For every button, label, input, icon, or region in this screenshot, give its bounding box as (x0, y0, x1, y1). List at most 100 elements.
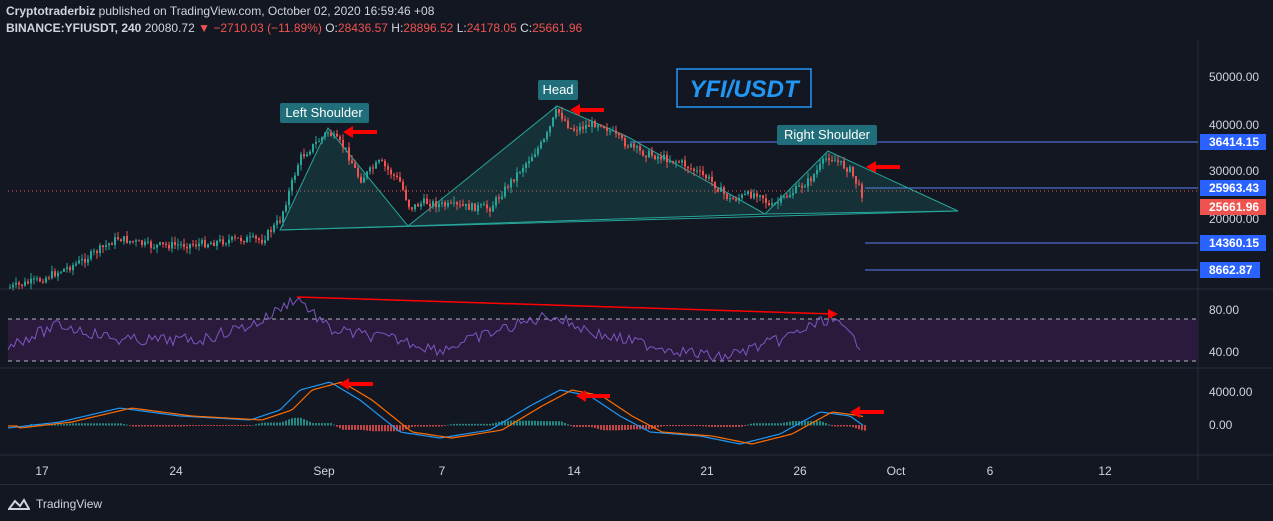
candle-body (105, 245, 107, 248)
svg-text:6: 6 (987, 464, 994, 478)
macd-histogram-bar (462, 423, 464, 426)
candle-body (87, 258, 89, 263)
tradingview-logo-icon[interactable] (8, 497, 30, 511)
candle-body (405, 189, 407, 200)
macd-histogram-bar (297, 417, 299, 426)
macd-histogram-bar (420, 425, 422, 427)
macd-histogram-bar (411, 425, 413, 427)
candle-body (435, 201, 437, 208)
macd-histogram-bar (609, 425, 611, 431)
macd-histogram-bar (825, 423, 827, 426)
macd-histogram-bar (786, 422, 788, 426)
macd-histogram-bar (465, 423, 467, 426)
candle-body (39, 278, 41, 282)
macd-histogram-bar (213, 425, 215, 426)
candle-body (207, 244, 209, 248)
chart-area[interactable]: Left Shoulder Head Right Shoulder YFI/US… (0, 40, 1273, 484)
footer-brand[interactable]: TradingView (36, 497, 103, 511)
candle-body (831, 160, 833, 162)
candle-body (339, 136, 341, 141)
macd-histogram-bar (318, 423, 320, 426)
candle-body (603, 126, 605, 128)
candle-body (579, 126, 581, 131)
symbol-label[interactable]: BINANCE:YFIUSDT, 240 (6, 21, 142, 35)
macd-histogram-bar (615, 425, 617, 431)
candle-body (330, 132, 332, 137)
macd-histogram-bar (81, 423, 83, 426)
head-label[interactable]: Head (538, 80, 578, 100)
candle-body (132, 240, 134, 242)
macd-histogram-bar (216, 425, 218, 426)
candle-body (789, 195, 791, 198)
macd-histogram-bar (489, 423, 491, 426)
candle-body (780, 196, 782, 203)
macd-histogram-bar (633, 425, 635, 430)
macd-histogram-bar (60, 424, 62, 426)
macd-histogram-bar (417, 425, 419, 427)
candle-body (51, 271, 53, 279)
chart-svg[interactable]: Left Shoulder Head Right Shoulder YFI/US… (0, 40, 1273, 484)
svg-text:36414.15: 36414.15 (1209, 135, 1259, 149)
candle-body (456, 202, 458, 205)
candle-body (165, 243, 167, 245)
candle-body (651, 150, 653, 156)
right-shoulder-label[interactable]: Right Shoulder (777, 125, 877, 145)
candle-body (684, 160, 686, 167)
candle-body (819, 163, 821, 171)
publisher-name[interactable]: Cryptotraderbiz (6, 4, 96, 18)
macd-histogram-bar (126, 424, 128, 426)
candle-body (480, 204, 482, 206)
svg-text:Left Shoulder: Left Shoulder (285, 105, 363, 120)
footer[interactable]: TradingView (8, 494, 102, 514)
candle-body (555, 109, 557, 118)
macd-histogram-bar (114, 423, 116, 426)
candle-body (354, 163, 356, 168)
macd-histogram-bar (57, 424, 59, 426)
macd-histogram-bar (189, 425, 191, 427)
macd-histogram-bar (408, 425, 410, 429)
macd-histogram-bar (375, 425, 377, 432)
publish-info: Cryptotraderbiz published on TradingView… (6, 4, 434, 18)
candle-body (303, 154, 305, 157)
candle-body (150, 241, 152, 248)
macd-histogram-bar (531, 420, 533, 426)
macd-histogram-bar (801, 421, 803, 426)
macd-histogram-bar (723, 425, 725, 427)
price-axis[interactable]: 50000.00 40000.00 30000.00 20000.00 (1209, 70, 1259, 226)
candle-body (174, 242, 176, 245)
macd-histogram-bar (333, 424, 335, 426)
macd-histogram-bar (666, 425, 668, 427)
macd-histogram-bar (165, 425, 167, 427)
candle-body (15, 282, 17, 285)
candle-body (621, 135, 623, 139)
candle-body (384, 160, 386, 167)
macd-histogram-bar (87, 423, 89, 426)
macd-histogram-bar (675, 425, 677, 427)
macd-histogram-bar (591, 425, 593, 428)
candle-body (177, 244, 179, 246)
left-shoulder-label[interactable]: Left Shoulder (280, 103, 369, 123)
macd-histogram-bar (195, 425, 197, 426)
macd-histogram-bar (477, 423, 479, 426)
candle-body (735, 199, 737, 201)
macd-histogram-bar (576, 425, 578, 427)
candle-body (378, 160, 380, 163)
candle-body (18, 282, 20, 285)
candle-body (423, 198, 425, 204)
candle-body (90, 251, 92, 259)
time-axis[interactable]: 17 24 Sep 7 14 21 26 Oct 6 12 (35, 464, 1112, 478)
macd-line (7, 381, 864, 445)
macd-histogram-bar (276, 422, 278, 426)
candle-body (717, 188, 719, 192)
macd-histogram-bar (693, 425, 695, 427)
candle-body (693, 168, 695, 171)
pair-title-box[interactable]: YFI/USDT (676, 68, 812, 108)
candle-body (270, 230, 272, 232)
macd-histogram-bar (528, 420, 530, 426)
macd-histogram-bar (183, 425, 185, 427)
macd-histogram-bar (552, 421, 554, 426)
candle-body (225, 243, 227, 245)
candle-body (729, 198, 731, 200)
candle-body (495, 197, 497, 206)
macd-histogram-bar (366, 425, 368, 431)
